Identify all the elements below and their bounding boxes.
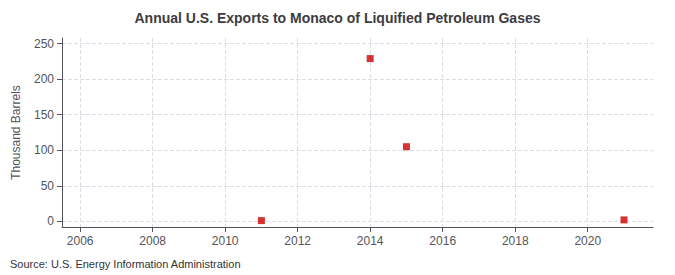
svg-text:2010: 2010 bbox=[212, 234, 239, 248]
svg-text:2008: 2008 bbox=[139, 234, 166, 248]
svg-text:Annual U.S. Exports to Monaco: Annual U.S. Exports to Monaco of Liquifi… bbox=[134, 10, 540, 26]
svg-text:2014: 2014 bbox=[357, 234, 384, 248]
svg-text:2020: 2020 bbox=[574, 234, 601, 248]
svg-text:0: 0 bbox=[47, 214, 54, 228]
svg-text:2016: 2016 bbox=[429, 234, 456, 248]
svg-text:150: 150 bbox=[34, 108, 54, 122]
svg-text:2006: 2006 bbox=[67, 234, 94, 248]
svg-text:Source: U.S. Energy Informatio: Source: U.S. Energy Information Administ… bbox=[10, 258, 241, 270]
svg-text:200: 200 bbox=[34, 72, 54, 86]
svg-text:50: 50 bbox=[41, 179, 55, 193]
svg-text:100: 100 bbox=[34, 143, 54, 157]
svg-text:2012: 2012 bbox=[284, 234, 311, 248]
svg-text:2018: 2018 bbox=[502, 234, 529, 248]
svg-text:Thousand Barrels: Thousand Barrels bbox=[9, 85, 23, 180]
svg-text:250: 250 bbox=[34, 37, 54, 51]
